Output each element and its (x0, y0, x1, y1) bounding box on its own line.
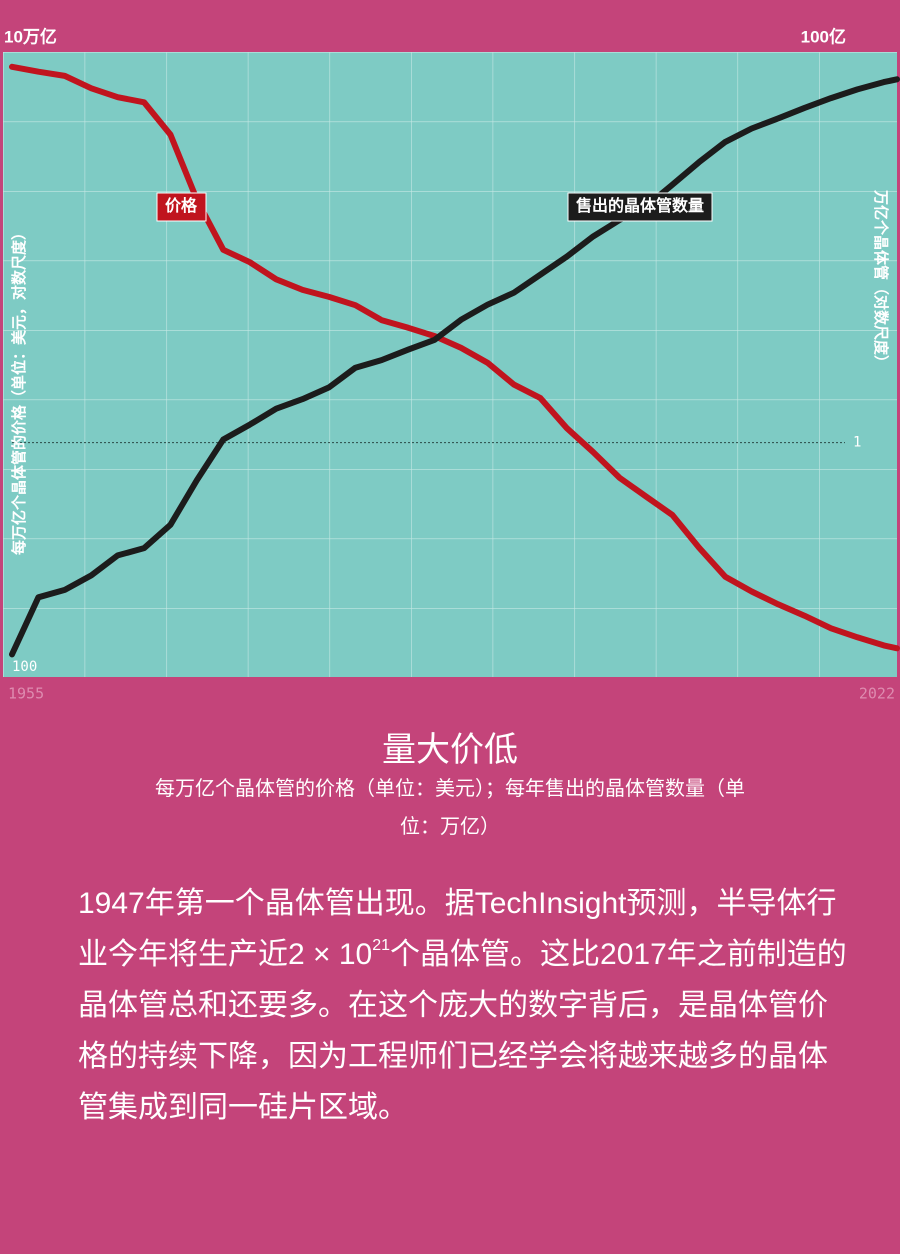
exponent: 21 (372, 937, 391, 954)
legend-item: 售出的晶体管数量 (567, 192, 713, 222)
subtitle: 每万亿个晶体管的价格（单位：美元）；每年售出的晶体管数量（单位：万亿） (155, 778, 745, 838)
legend-item: 价格 (156, 192, 207, 222)
body-text: 1947年第一个晶体管出现。据TechInsight预测，半导体行业今年将生产近… (78, 878, 848, 1133)
chart: 1955 2022 10万亿 100 100亿 1 价格 售出的晶体管数量 每万亿个晶体管的价… (3, 26, 900, 703)
legend-box (567, 192, 713, 222)
body-text-part: 1947年第一个晶体管出现。据TechInsight预测，半导体行业今年将生产近… (78, 887, 837, 971)
x-tick-label: 1955 (8, 685, 44, 703)
line (9, 76, 900, 658)
y-axis-label: 每万亿个晶体管的价格（单位：美元，对数尺度） (10, 225, 28, 555)
body-text-part: 个晶体管。这比2017年之前制造的晶体管总和还要多。在这个庞大的数字背后，是晶体… (78, 938, 847, 1124)
y-tick-label: 10万亿 (4, 26, 57, 46)
y2-axis-label: 万亿个晶体管（对数尺度） (872, 189, 890, 370)
y2-tick-label: 100亿 (801, 26, 846, 46)
y-tick-label: 100 (12, 659, 37, 675)
x-tick-label: 2022 (859, 685, 895, 703)
title: 量大价低 (382, 731, 518, 769)
grid (3, 52, 897, 677)
y2-tick-label: 1 (853, 435, 861, 451)
legend-box (156, 192, 207, 222)
legend-text: 价格 (165, 196, 198, 215)
legend-text: 售出的晶体管数量 (576, 196, 704, 215)
line (9, 63, 900, 652)
